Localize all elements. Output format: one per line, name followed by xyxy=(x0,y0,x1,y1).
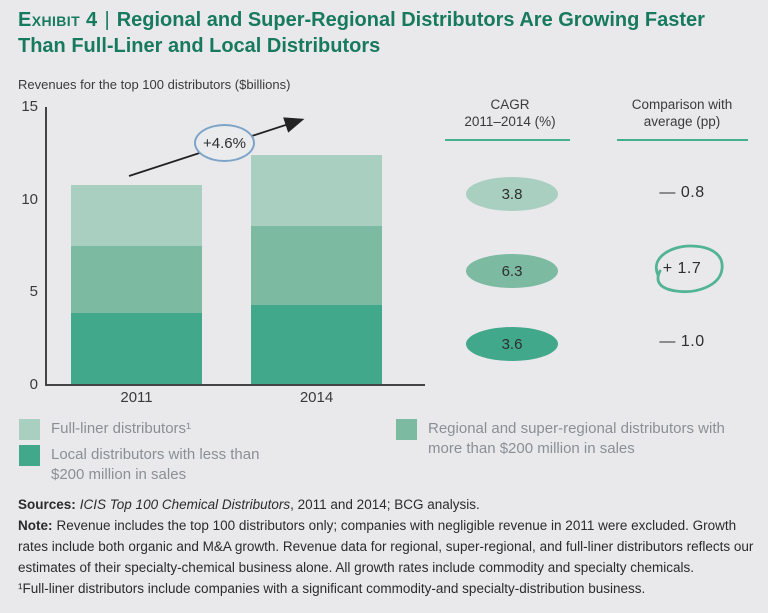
bar-segment xyxy=(71,246,202,313)
y-tick-label: 15 xyxy=(21,98,38,115)
legend-label-regional: Regional and super-regional distributors… xyxy=(428,420,725,458)
stacked-bar-2011 xyxy=(71,184,202,385)
x-tick-label: 2014 xyxy=(299,389,334,406)
exhibit-label: Exhibit 4 xyxy=(18,9,98,31)
comparison-value-local: — 1.0 xyxy=(659,333,705,350)
comparison-column-header: Comparison with average (pp) xyxy=(608,96,756,131)
page-title: Exhibit 4 | Regional and Super-Regional Di… xyxy=(18,7,730,60)
bar-segment xyxy=(251,305,382,385)
growth-rate-annotation: +4.6% xyxy=(194,124,255,162)
stacked-bar-2014 xyxy=(251,155,382,385)
cagr-header-underline xyxy=(445,139,570,141)
y-tick-label: 10 xyxy=(21,190,38,208)
sources-line: Sources: ICIS Top 100 Chemical Distributo… xyxy=(18,494,754,515)
cagr-header-line1: CAGR xyxy=(490,97,530,112)
sources-italic: ICIS Top 100 Chemical Distributors xyxy=(79,497,291,512)
cagr-value: 6.3 xyxy=(501,262,523,280)
note-text: Revenue includes the top 100 distributor… xyxy=(18,518,754,576)
comparison-value-full-liner: — 0.8 xyxy=(659,184,705,201)
cagr-ellipse-regional: 6.3 xyxy=(466,254,558,288)
x-axis-line xyxy=(45,384,425,386)
sources-label: Sources: xyxy=(18,497,76,512)
legend-swatch-full-liner xyxy=(19,419,40,440)
legend-swatch-local xyxy=(19,445,40,466)
cagr-ellipse-local: 3.6 xyxy=(466,327,558,361)
title-text: Regional and Super-Regional Distributors… xyxy=(18,9,705,58)
title-divider: | xyxy=(104,9,110,31)
cagr-header-line2: 2011–2014 (%) xyxy=(464,114,556,130)
legend-swatch-regional xyxy=(396,419,417,440)
legend-label-full-liner: Full-liner distributors¹ xyxy=(51,420,192,437)
bar-segment xyxy=(71,184,202,247)
footnote-line: ¹Full-liner distributors include compani… xyxy=(18,581,646,597)
comparison-header-line2: average (pp) xyxy=(643,114,721,130)
cagr-ellipse-full-liner: 3.8 xyxy=(466,177,558,211)
cagr-column-header: CAGR 2011–2014 (%) xyxy=(443,96,577,131)
comparison-header-underline xyxy=(617,139,748,141)
note-line: Note: Revenue includes the top 100 distri… xyxy=(18,515,754,578)
note-label: Note: xyxy=(18,518,53,534)
y-axis-line xyxy=(45,107,47,385)
legend-label-local: Local distributors with less than $200 m… xyxy=(51,446,260,484)
sources-rest: , 2011 and 2014; BCG analysis. xyxy=(290,497,480,512)
bar-segment xyxy=(71,312,202,385)
y-tick-label: 5 xyxy=(29,283,38,301)
bars-layer xyxy=(45,107,425,385)
x-tick-label: 2011 xyxy=(120,389,153,406)
cagr-value: 3.8 xyxy=(501,185,523,203)
bar-segment xyxy=(251,225,382,306)
cagr-value: 3.6 xyxy=(501,335,523,353)
x-axis-labels: 2011 2014 xyxy=(45,389,425,411)
growth-rate-value: +4.6% xyxy=(203,134,246,152)
comparison-header-line1: Comparison with xyxy=(631,97,733,112)
chart-subtitle: Revenues for the top 100 distributors ($… xyxy=(18,77,291,92)
y-tick-label: 0 xyxy=(29,376,38,393)
bar-segment xyxy=(251,155,382,226)
y-axis-ticks: 0 5 10 15 xyxy=(0,98,38,393)
footer: Sources: ICIS Top 100 Chemical Distributo… xyxy=(18,494,754,599)
comparison-value-regional: + 1.7 xyxy=(662,260,702,277)
hand-drawn-circle-highlight xyxy=(654,244,724,294)
